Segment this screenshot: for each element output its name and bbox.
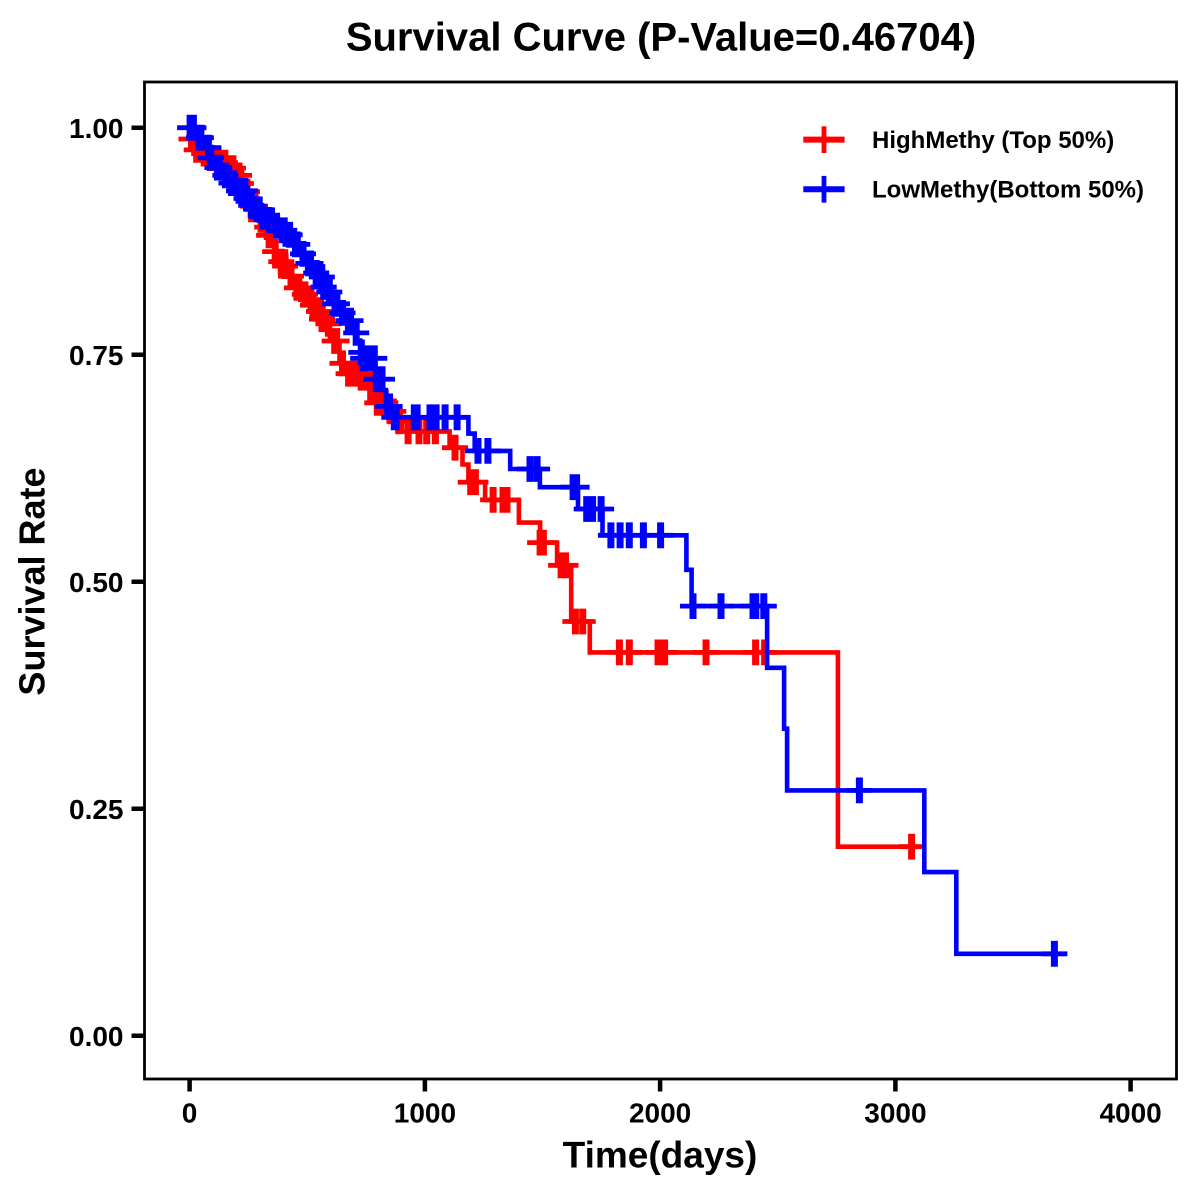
svg-text:Survival Rate: Survival Rate <box>12 467 53 695</box>
svg-text:0.00: 0.00 <box>69 1021 124 1052</box>
svg-text:LowMethy(Bottom 50%): LowMethy(Bottom 50%) <box>872 176 1144 203</box>
svg-text:Time(days): Time(days) <box>563 1134 758 1175</box>
svg-text:1000: 1000 <box>394 1098 456 1129</box>
svg-text:4000: 4000 <box>1099 1098 1161 1129</box>
svg-text:0.75: 0.75 <box>69 340 124 371</box>
svg-text:0: 0 <box>182 1098 198 1129</box>
svg-text:2000: 2000 <box>629 1098 691 1129</box>
svg-text:0.25: 0.25 <box>69 794 124 825</box>
svg-text:1.00: 1.00 <box>69 113 124 144</box>
svg-text:3000: 3000 <box>864 1098 926 1129</box>
svg-text:Survival Curve (P-Value=0.4670: Survival Curve (P-Value=0.46704) <box>346 16 976 60</box>
svg-text:HighMethy (Top 50%): HighMethy (Top 50%) <box>872 127 1114 154</box>
svg-text:0.50: 0.50 <box>69 567 124 598</box>
